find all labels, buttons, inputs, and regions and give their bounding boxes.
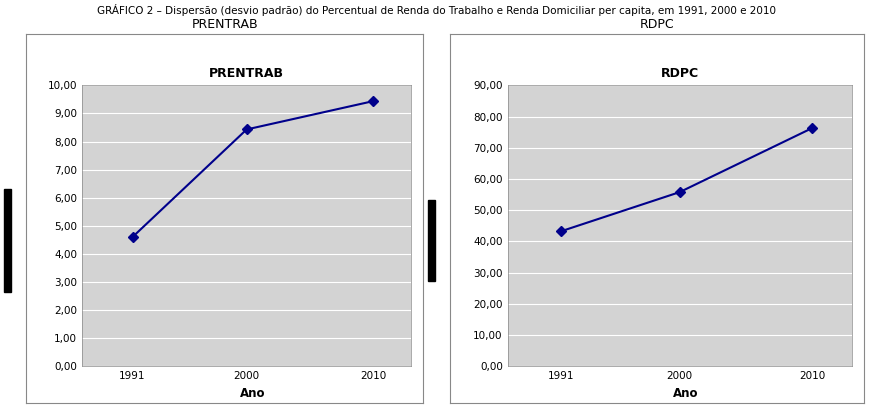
Text: Ano: Ano [240, 386, 265, 399]
Title: PRENTRAB: PRENTRAB [191, 18, 258, 31]
Text: GRÁFICO 2 – Dispersão (desvio padrão) do Percentual de Renda do Trabalho e Renda: GRÁFICO 2 – Dispersão (desvio padrão) do… [97, 4, 776, 16]
Text: Ano: Ano [673, 386, 698, 399]
Title: RDPC: RDPC [640, 18, 674, 31]
